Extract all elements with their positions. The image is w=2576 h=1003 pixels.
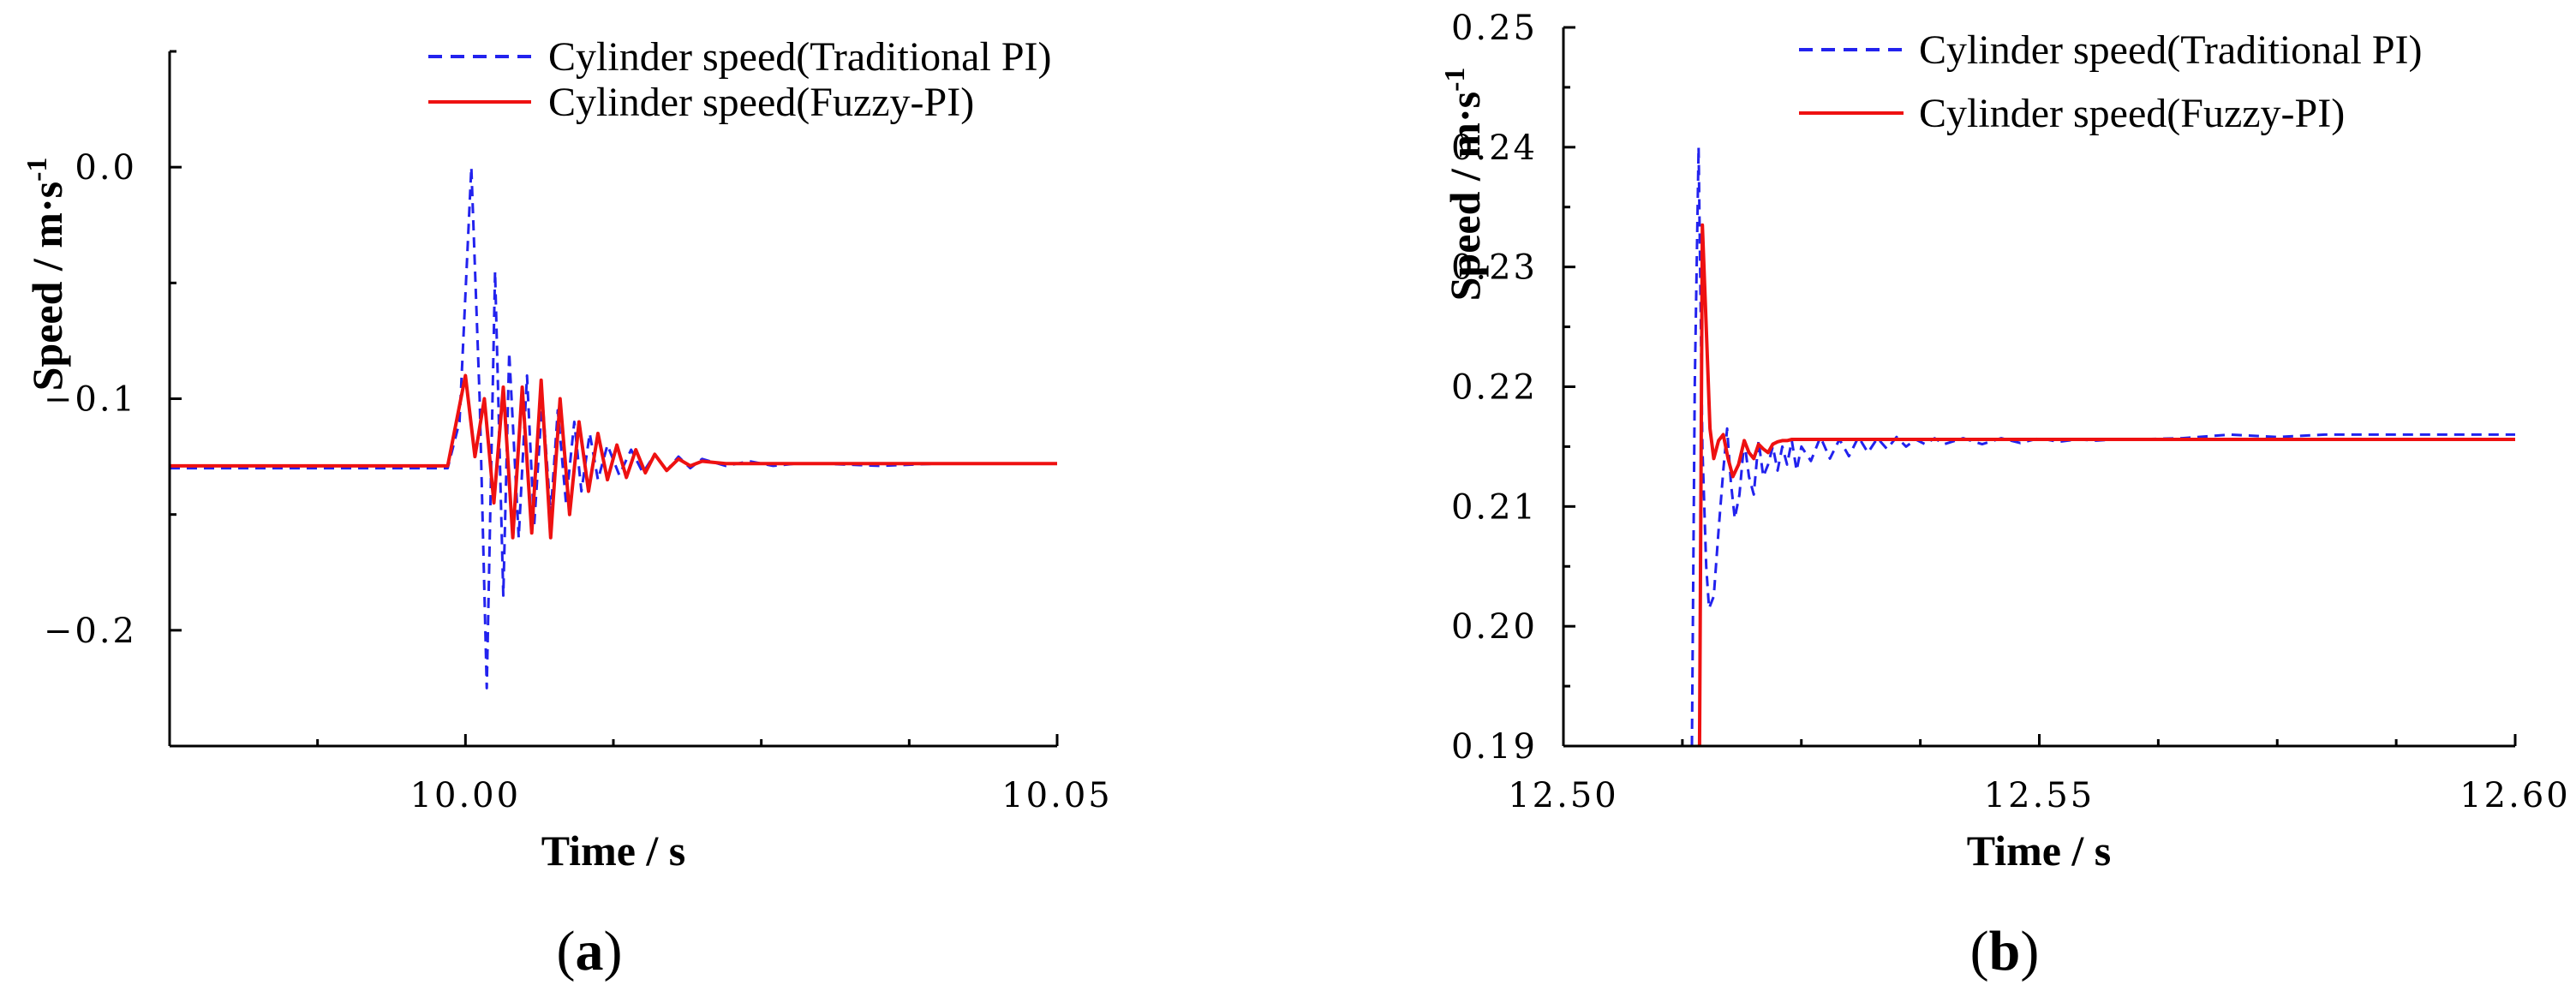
x-tick-label-a: 10.05 [1001,776,1113,815]
ticks-b: 0.19 0.20 0.21 0.22 0.23 0.24 0.25 12.50 12.55 12… [1451,9,2571,815]
y-tick-label-b: 0.22 [1451,368,1538,408]
y-axis-title-b-sup: -1 [1439,68,1471,92]
x-tick-label-b: 12.50 [1508,776,1619,815]
chart-panel-b: Cylinder speed(Traditional PI) Cylinder … [1439,9,2571,982]
plot-layer-b [1690,146,2515,746]
y-tick-label-a: −0.2 [44,612,137,651]
legend-a: Cylinder speed(Traditional PI) Cylinder … [428,34,1051,125]
axes-a [168,51,1057,748]
x-axis-title-a: Time / s [541,827,686,875]
legend-b: Cylinder speed(Traditional PI) Cylinder … [1799,27,2422,136]
y-tick-label-b: 0.24 [1451,128,1538,168]
legend-b-label-traditional: Cylinder speed(Traditional PI) [1919,27,2422,73]
y-tick-label-b: 0.21 [1451,487,1538,527]
y-tick-label-b: 0.25 [1451,9,1538,48]
x-axis-title-b: Time / s [1967,827,2112,875]
y-axis-title-b-main: Speed / m·s [1441,92,1489,301]
chart-panel-a: Cylinder speed(Traditional PI) Cylinder … [21,34,1113,982]
y-tick-label-b: 0.23 [1451,248,1538,288]
panel-label-a: (a) [557,920,623,982]
y-tick-label-a: −0.1 [44,380,137,420]
panel-label-b-letter: b [1989,920,2021,982]
x-tick-label-b: 12.55 [1984,776,2095,815]
series-line-a-traditional [170,165,1057,690]
y-axis-title-b: Speed / m·s-1 [1439,68,1489,301]
series-line-a-fuzzy [170,373,1057,540]
y-tick-label-a: 0.0 [75,148,137,188]
y-axis-title-a: Speed / m·s-1 [21,158,71,391]
x-tick-label-b: 12.60 [2459,776,2571,815]
legend-a-label-fuzzy: Cylinder speed(Fuzzy-PI) [548,80,974,125]
y-tick-label-b: 0.20 [1451,607,1538,647]
x-tick-label-a: 10.00 [410,776,522,815]
plot-layer-a [170,165,1057,690]
legend-a-label-traditional: Cylinder speed(Traditional PI) [548,34,1051,80]
panel-label-b: (b) [1970,920,2040,982]
y-tick-label-b: 0.19 [1451,727,1538,767]
legend-b-label-fuzzy: Cylinder speed(Fuzzy-PI) [1919,91,2345,136]
y-axis-title-a-sup: -1 [21,158,53,182]
y-axis-title-a-main: Speed / m·s [23,182,71,391]
series-line-b-fuzzy [1697,223,2515,746]
series-line-b-traditional [1690,146,2515,746]
ticks-a: −0.2 −0.1 0.0 10.00 10.05 [44,50,1113,815]
panel-label-a-letter: a [576,920,604,982]
